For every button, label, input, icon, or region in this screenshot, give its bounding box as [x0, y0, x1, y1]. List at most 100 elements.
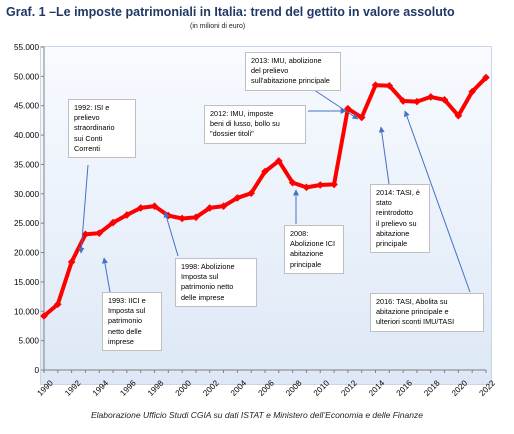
annotation-line: sull'abitazione principale [251, 76, 330, 86]
annotation-arrow [163, 211, 179, 257]
data-point [357, 113, 366, 122]
data-point [150, 202, 159, 210]
y-tick-label: 55.000 [14, 43, 39, 52]
y-tick-label: 0 [34, 366, 39, 375]
annotation-line: Correnti [74, 143, 100, 153]
annotation-line: 2014: TASI, è [376, 188, 420, 197]
annotation-1998: 1998: Abolizione Imposta sul patrimonio ne… [175, 258, 257, 307]
annotation-line: straordinario [74, 123, 115, 133]
y-tick-label: 25.000 [14, 219, 39, 228]
data-point [219, 202, 228, 210]
annotation-2013: 2013: IMU, abolizione del prelievo sull'ab… [245, 52, 341, 91]
x-tick-label: 2008 [284, 378, 304, 398]
annotation-line: 1993: IICI e [108, 296, 146, 305]
annotation-line: 2016: TASI, Abolita su [376, 297, 448, 306]
annotation-line: prelievo [74, 113, 100, 123]
x-tick-label: 1996 [118, 378, 138, 398]
y-tick-label: 45.000 [14, 102, 39, 111]
data-point [454, 111, 463, 120]
source-note: Elaborazione Ufficio Studi CGIA su dati … [91, 410, 423, 420]
chart-area: 0 5.000 10.000 15.000 20.000 25.000 30.000 35.0… [0, 34, 514, 404]
annotation-line: principale [290, 259, 322, 269]
data-point [385, 81, 394, 90]
chart-subtitle: (in milioni di euro) [190, 23, 246, 30]
y-tick-label: 30.000 [14, 190, 39, 199]
x-tick-label: 2018 [422, 378, 442, 398]
data-point [261, 167, 269, 176]
y-tick-label: 5.000 [19, 337, 40, 346]
x-tick-label: 2022 [478, 378, 498, 398]
data-point [205, 204, 214, 212]
data-point [123, 211, 131, 219]
x-tick-label: 2006 [257, 378, 277, 398]
data-point [95, 229, 104, 237]
annotation-line: il prelievo su [376, 218, 417, 228]
data-point [178, 214, 186, 223]
data-point [399, 97, 407, 105]
data-point [482, 73, 490, 82]
annotation-line: 2008: [290, 229, 309, 238]
y-tick-label: 35.000 [14, 160, 39, 169]
x-tick-label: 1992 [63, 378, 83, 398]
annotation-line: abitazione [376, 228, 410, 238]
annotation-line: 2012: IMU, imposte [210, 109, 274, 118]
y-tick-label: 40.000 [14, 131, 39, 140]
data-point [67, 258, 76, 266]
data-point [426, 93, 435, 101]
annotation-line: 1992: ISI e [74, 103, 110, 112]
x-tick-label: 2002 [201, 378, 221, 398]
y-tick-label: 20.000 [14, 249, 39, 258]
data-point [40, 312, 48, 320]
data-point [233, 194, 242, 202]
x-tick-label: 1994 [91, 378, 111, 398]
annotation-arrow [404, 110, 471, 293]
x-tick-label: 2004 [229, 378, 249, 398]
annotation-2014: 2014: TASI, è stato reintrodotto il preliev… [370, 184, 430, 254]
annotation-line: reintrodotto [376, 208, 413, 218]
data-point [247, 189, 255, 198]
annotation-2008: 2008: Abolizione ICI abitazione principale [284, 225, 344, 274]
annotation-line: patrimonio [108, 316, 143, 326]
data-point [192, 213, 200, 222]
data-point [371, 81, 380, 89]
annotation-arrow [78, 164, 89, 254]
data-point [413, 97, 421, 106]
annotation-line: delle imprese [181, 292, 225, 302]
data-point [81, 230, 90, 239]
chart-title: Graf. 1 –Le imposte patrimoniali in Ital… [6, 5, 455, 19]
annotation-line: del prelievo [251, 66, 289, 76]
annotation-arrow [101, 257, 111, 293]
annotation-line: stato [376, 198, 392, 208]
annotation-line: "dossier titoli" [210, 129, 254, 139]
data-point [54, 300, 62, 309]
annotation-line: 2013: IMU, abolizione [251, 56, 322, 65]
annotation-1992: 1992: ISI e prelievo straordinario sui Cont… [68, 99, 136, 159]
data-point [302, 183, 311, 192]
annotation-line: abitazione [290, 249, 324, 259]
data-point [109, 218, 117, 227]
y-tick-label: 50.000 [14, 72, 39, 81]
x-tick-label: 2012 [339, 378, 359, 398]
data-point [440, 96, 449, 104]
annotation-line: abitazione principale e [376, 307, 449, 317]
x-tick-label: 1998 [146, 378, 166, 398]
annotation-line: principale [376, 239, 408, 249]
y-tick-label: 15.000 [14, 278, 39, 287]
annotation-2012: 2012: IMU, imposte beni di lusso, bollo s… [204, 105, 306, 144]
x-tick-label: 2020 [450, 378, 470, 398]
x-tick-label: 2016 [395, 378, 415, 398]
x-tick-label: 1990 [36, 378, 56, 398]
annotation-line: imprese [108, 336, 134, 346]
annotation-line: patrimonio netto [181, 282, 234, 292]
x-tick-label: 2000 [174, 378, 194, 398]
data-point [275, 157, 283, 165]
annotation-line: netto delle [108, 326, 142, 336]
annotation-line: beni di lusso, bollo su [210, 119, 280, 129]
data-point [316, 181, 325, 189]
data-point [288, 178, 297, 187]
annotation-line: Imposta sul [181, 272, 219, 282]
x-tick-label: 2010 [312, 378, 332, 398]
y-tick-label: 10.000 [14, 307, 39, 316]
annotation-line: Imposta sul [108, 306, 146, 316]
data-point [468, 87, 476, 96]
